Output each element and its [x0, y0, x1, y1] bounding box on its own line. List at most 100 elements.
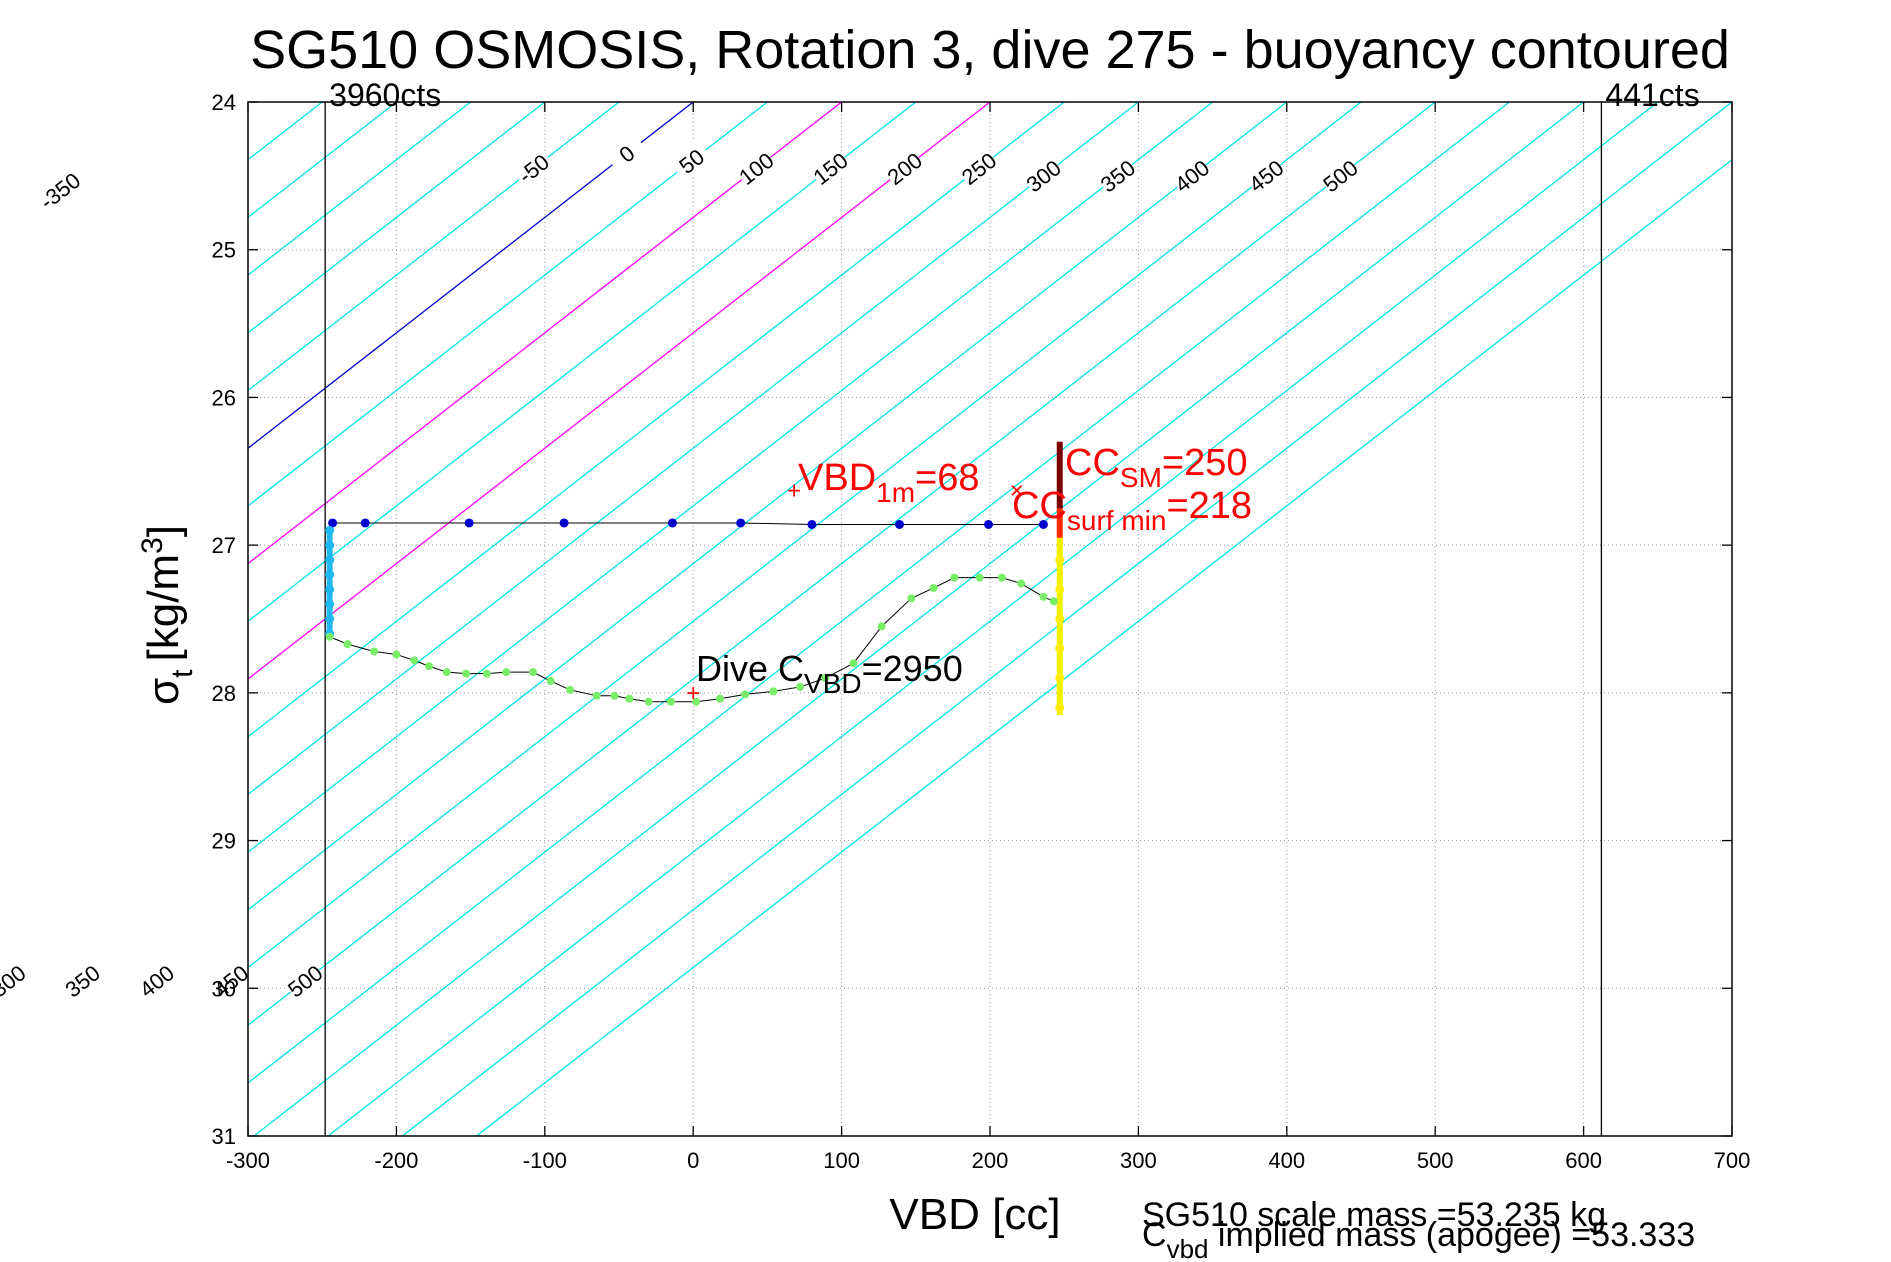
implied-rest: implied mass (apogee) =53.333: [1208, 1216, 1695, 1254]
x-tick-label: 100: [823, 1148, 860, 1173]
contour-line: [248, 102, 1065, 738]
contour-label-bg: [668, 138, 715, 184]
annotation-cc-sm: CCSM=250: [1065, 442, 1247, 493]
contour-label-bg: [37, 168, 83, 213]
y-tick-label: 25: [212, 238, 236, 263]
x-tick-label: 600: [1565, 1148, 1602, 1173]
y-label-sigma: σ: [139, 678, 188, 705]
x-tick-label: 500: [1417, 1148, 1454, 1173]
y-axis: 24 25 26 27 28 29 30 31: [212, 90, 1732, 1149]
svg-text:CCsurf min=218: CCsurf min=218: [1012, 485, 1252, 536]
dive-green-point: [410, 656, 419, 665]
contour-label-bg: [1317, 153, 1364, 198]
dive-green-point: [343, 640, 352, 649]
x-tick-label: -100: [523, 1148, 567, 1173]
dive-green-point: [929, 583, 938, 592]
dive-green-point: [442, 668, 451, 677]
contour-line: [248, 102, 471, 276]
dive-green-point: [425, 662, 434, 671]
dive-green-point: [715, 694, 724, 703]
descent-cyan-point: [325, 614, 335, 624]
dive-cvbd-main: Dive C: [696, 648, 804, 689]
vbd-1m-value: =68: [915, 457, 979, 499]
vbd-column-yellow-point: [1055, 644, 1065, 654]
dive-green-point: [392, 650, 401, 659]
markers: + × +: [686, 477, 1024, 706]
x-tick-label: 400: [1268, 1148, 1305, 1173]
contour-line: [248, 102, 1139, 796]
x-tick-label: -300: [226, 1148, 270, 1173]
dive-green-point: [1017, 579, 1026, 588]
cc-surf-min-marker: ×: [1010, 477, 1024, 504]
dive-green-point: [592, 691, 601, 700]
dive-green-point: [1049, 597, 1058, 606]
contour-line: [253, 102, 1584, 1136]
cc-sm-sub: SM: [1120, 462, 1162, 493]
contour-line: [248, 102, 620, 392]
x-axis: -300 -200 -100 0 100 200 300 400 500 600 700: [226, 102, 1750, 1173]
contour-label-bg: [955, 146, 1002, 191]
annotation-vbd-1m: VBD1m=68: [798, 457, 980, 508]
footer-scale-mass: SG510 scale mass =53.235 kg: [1142, 1196, 1606, 1234]
annotation-cc-surf-min: CCsurf min=218: [1012, 485, 1252, 536]
dive-green-point: [907, 594, 916, 603]
y-tick-label: 28: [212, 681, 236, 706]
surface-track-point: [464, 518, 474, 528]
vbd-column-yellow-point: [1055, 555, 1065, 565]
contour-line: [476, 158, 1732, 1136]
dive-green-point: [741, 690, 750, 699]
contour-line: [248, 102, 842, 565]
y-label-sup: 3: [136, 537, 169, 554]
contour-label-bg: [603, 131, 650, 176]
surface-track-point: [807, 519, 817, 529]
y-tick-label: 24: [212, 90, 236, 115]
contour-line: [248, 102, 768, 507]
dive-green-point: [546, 677, 555, 686]
y-tick-label: 31: [212, 1124, 236, 1149]
implied-sub: vbd: [1167, 1234, 1209, 1262]
contour-label-bg: [881, 146, 928, 191]
y-label-unit: [kg/m: [139, 554, 188, 662]
contour-line: [248, 102, 1288, 911]
contour-label-bg: [1243, 153, 1289, 198]
dive-green-point: [796, 682, 805, 691]
surface-track-point: [328, 518, 338, 528]
contour-line: [327, 102, 1659, 1136]
contour-line: [248, 102, 1510, 1084]
vbd-column-yellow-point: [1055, 584, 1065, 594]
y-label-close: ]: [139, 525, 188, 537]
cc-sm-main: CC: [1065, 442, 1120, 484]
dive-green-point: [462, 669, 471, 678]
svg-text:CCSM=250: CCSM=250: [1065, 442, 1247, 493]
dive-green-point: [566, 685, 575, 694]
cc-surf-min-main: CC: [1012, 485, 1067, 527]
surface-track-point: [1038, 519, 1048, 529]
dive-green-point: [950, 573, 959, 582]
y-tick-label: 26: [212, 385, 236, 410]
dive-green-point: [528, 668, 537, 677]
dive-cvbd-sub: VBD: [804, 668, 862, 699]
dive-green-point: [997, 573, 1006, 582]
dive-green-point: [325, 632, 334, 641]
contour-line: [248, 102, 917, 623]
contour-lines: [248, 102, 1732, 1136]
dive-cvbd-marker: +: [686, 680, 700, 707]
contour-label-bg: [282, 958, 328, 1004]
vbd-1m-marker: +: [787, 477, 801, 504]
y-label-sub: t: [166, 669, 199, 678]
dive-cvbd-value: =2950: [862, 648, 963, 689]
y-tick-label: 29: [212, 829, 236, 854]
dive-green-point: [975, 573, 984, 582]
dive-green-point: [666, 697, 675, 706]
contour-label-bg: [807, 146, 854, 191]
dive-green-point: [610, 691, 619, 700]
vbd-column-yellow-point: [1055, 703, 1065, 713]
dive-green-point: [692, 697, 701, 706]
contour-line: [248, 102, 1436, 1027]
surface-track-point: [984, 519, 994, 529]
dive-green-point: [502, 668, 511, 677]
contour-line: [401, 102, 1732, 1136]
contour-label-bg: [1169, 153, 1215, 198]
descent-cyan-point: [325, 584, 335, 594]
